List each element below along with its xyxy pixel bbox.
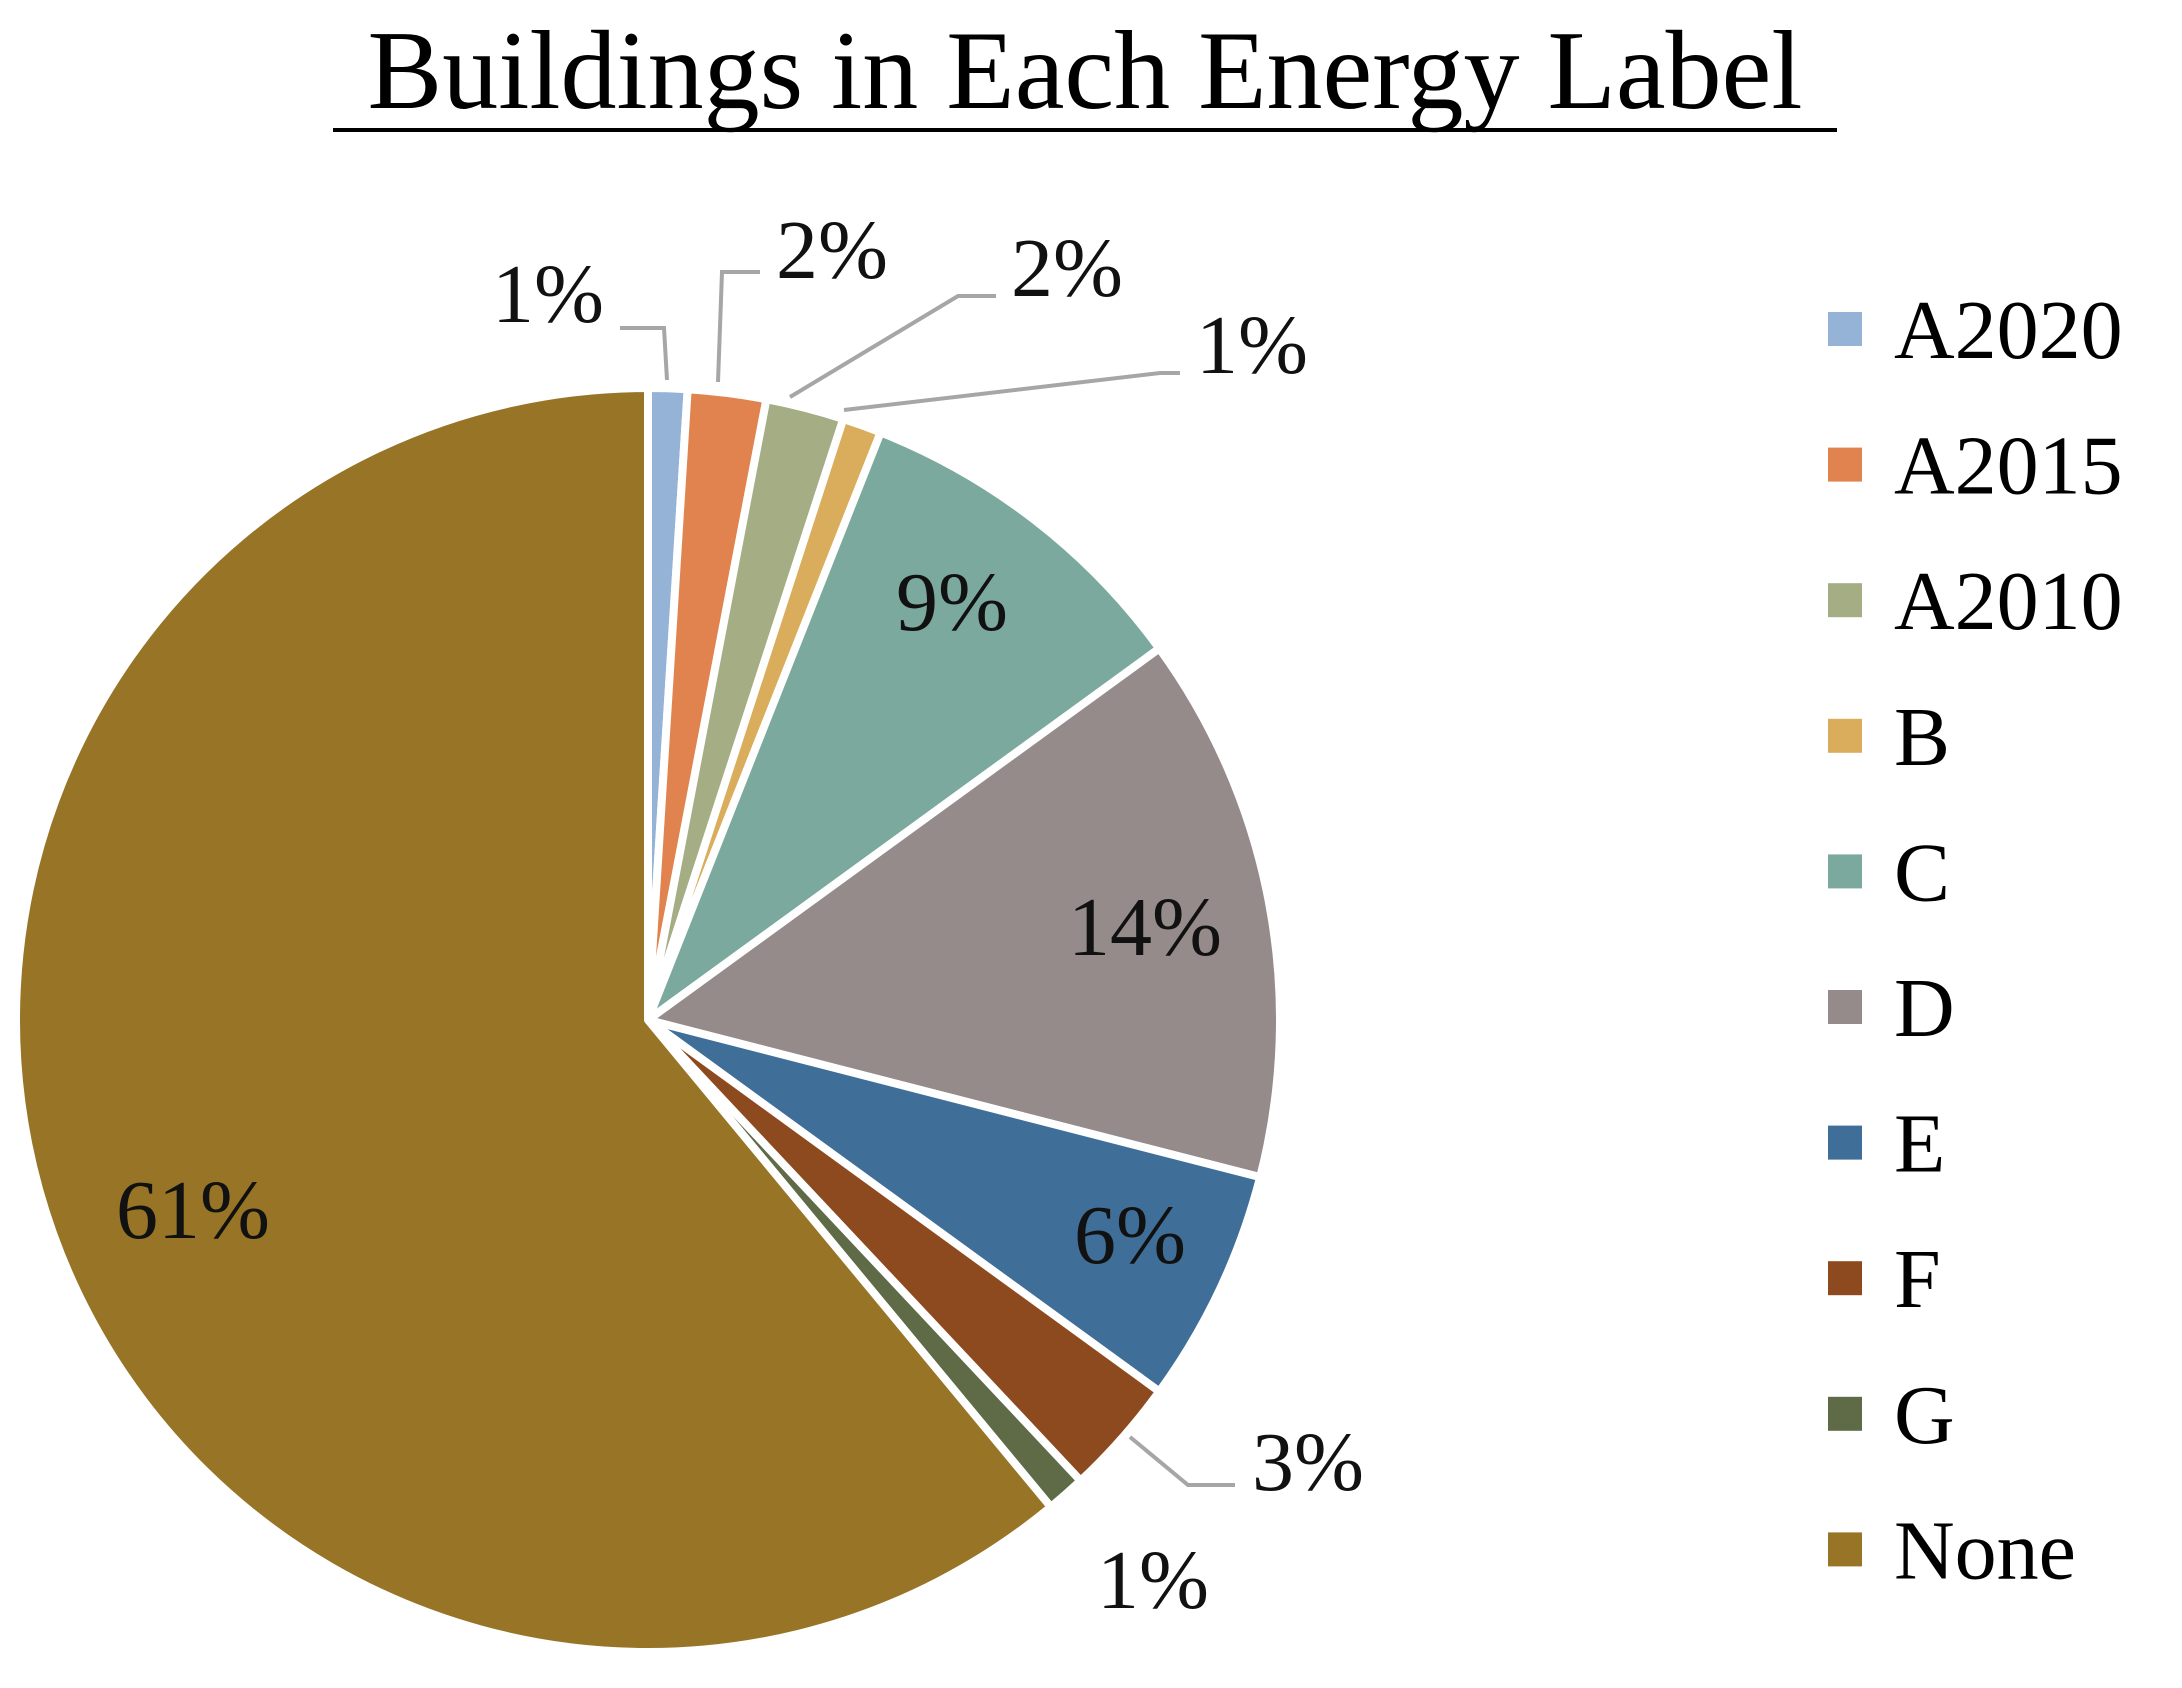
legend-swatch-d (1828, 990, 1862, 1024)
legend-label-f: F (1894, 1233, 1941, 1326)
legend-swatch-none (1828, 1532, 1862, 1567)
legend-label-d: D (1894, 962, 1955, 1055)
leader-line-a2020 (620, 326, 669, 381)
data-label-d: 14% (1068, 881, 1222, 974)
data-labels: 1% 2% 2% 1% 9% 14% 6% 3% 1% 61% (116, 204, 1364, 1627)
leader-lines (620, 270, 1235, 1487)
data-label-b: 1% (1196, 299, 1308, 392)
legend-swatch-a2010 (1828, 583, 1862, 618)
data-label-a2015: 2% (776, 204, 888, 297)
legend-label-c: C (1894, 826, 1950, 919)
pie-slice-c (644, 428, 1164, 1024)
legend-swatch-a2020 (1828, 312, 1862, 346)
leader-line-f (1128, 1435, 1235, 1487)
legend-label-b: B (1894, 691, 1950, 784)
leader-line-a2015 (716, 270, 760, 383)
pie-slices (12, 384, 1284, 1656)
legend-label-none: None (1894, 1504, 2076, 1597)
pie-slice-e (644, 1016, 1265, 1396)
data-label-a2010: 2% (1011, 222, 1123, 315)
leader-line-b (843, 371, 1180, 412)
legend-swatch-c (1828, 854, 1862, 889)
legend-swatch-f (1828, 1261, 1862, 1296)
data-label-none: 61% (116, 1164, 270, 1257)
data-label-g: 1% (1097, 1534, 1209, 1627)
legend-swatch-b (1828, 718, 1862, 753)
leader-line-a2010 (788, 294, 996, 399)
pie-slice-d (644, 644, 1284, 1182)
legend-label-a2015: A2015 (1894, 420, 2123, 513)
legend-swatch-e (1828, 1125, 1862, 1160)
legend-label-e: E (1894, 1098, 1945, 1191)
data-label-f: 3% (1252, 1416, 1364, 1509)
data-label-c: 9% (896, 556, 1008, 649)
pie-slice-none (12, 384, 1055, 1656)
legend-label-a2020: A2020 (1894, 284, 2123, 377)
legend-swatch-a2015 (1828, 447, 1862, 482)
legend-label-a2010: A2010 (1894, 555, 2123, 648)
data-label-a2020: 1% (492, 248, 604, 341)
data-label-e: 6% (1074, 1189, 1186, 1282)
chart-title: Buildings in Each Energy Label (368, 9, 1803, 133)
legend-swatch-g (1828, 1396, 1862, 1431)
legend-label-g: G (1894, 1369, 1955, 1462)
